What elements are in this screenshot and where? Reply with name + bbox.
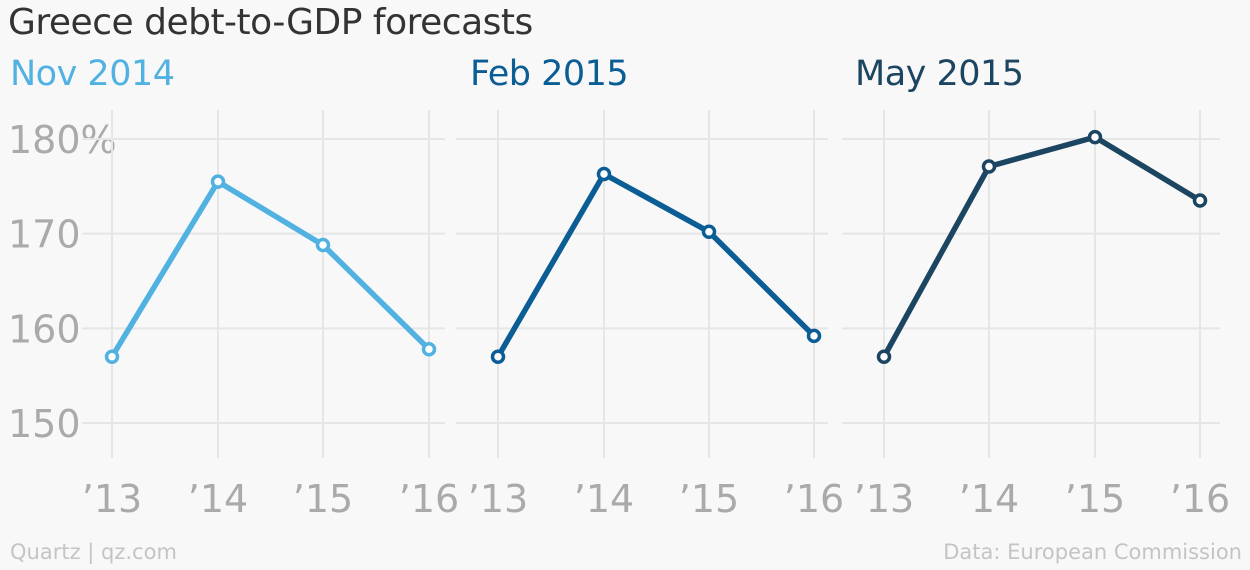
source-credit: Quartz | qz.com <box>10 540 177 564</box>
data-point <box>104 349 120 364</box>
x-tick-label: ’14 <box>959 477 1019 521</box>
data-point <box>1192 193 1208 208</box>
data-point <box>490 349 506 364</box>
data-point <box>210 174 226 189</box>
x-tick-label: ’16 <box>1170 477 1230 521</box>
data-point <box>596 166 612 182</box>
x-tick-label: ’14 <box>574 477 634 521</box>
y-tick-label: 170 <box>8 213 81 257</box>
series-line <box>881 134 1203 360</box>
x-tick-label: ’15 <box>1065 477 1125 521</box>
panel-title-feb-2015: Feb 2015 <box>470 54 629 94</box>
data-point <box>701 224 717 240</box>
x-tick-label: ’15 <box>679 477 739 521</box>
x-tick-label: ’13 <box>854 477 914 521</box>
y-tick-label: 160 <box>8 307 81 351</box>
chart-title: Greece debt-to-GDP forecasts <box>8 2 533 43</box>
data-point <box>981 159 997 174</box>
panel-title-nov-2014: Nov 2014 <box>10 54 175 94</box>
y-tick-label: 150 <box>8 402 81 446</box>
x-tick-label: ’16 <box>399 477 459 521</box>
series-line <box>495 171 817 360</box>
panel-title-may-2015: May 2015 <box>855 54 1024 94</box>
series-line <box>109 178 432 360</box>
data-point <box>315 237 331 253</box>
x-tick-label: ’13 <box>82 477 142 521</box>
data-point <box>421 341 437 357</box>
data-point <box>806 328 822 344</box>
data-point <box>876 349 892 364</box>
x-tick-label: ’13 <box>468 477 528 521</box>
data-source: Data: European Commission <box>943 540 1242 564</box>
x-tick-label: ’14 <box>188 477 248 521</box>
x-tick-label: ’15 <box>293 477 353 521</box>
data-point <box>1087 129 1103 145</box>
x-tick-label: ’16 <box>784 477 844 521</box>
